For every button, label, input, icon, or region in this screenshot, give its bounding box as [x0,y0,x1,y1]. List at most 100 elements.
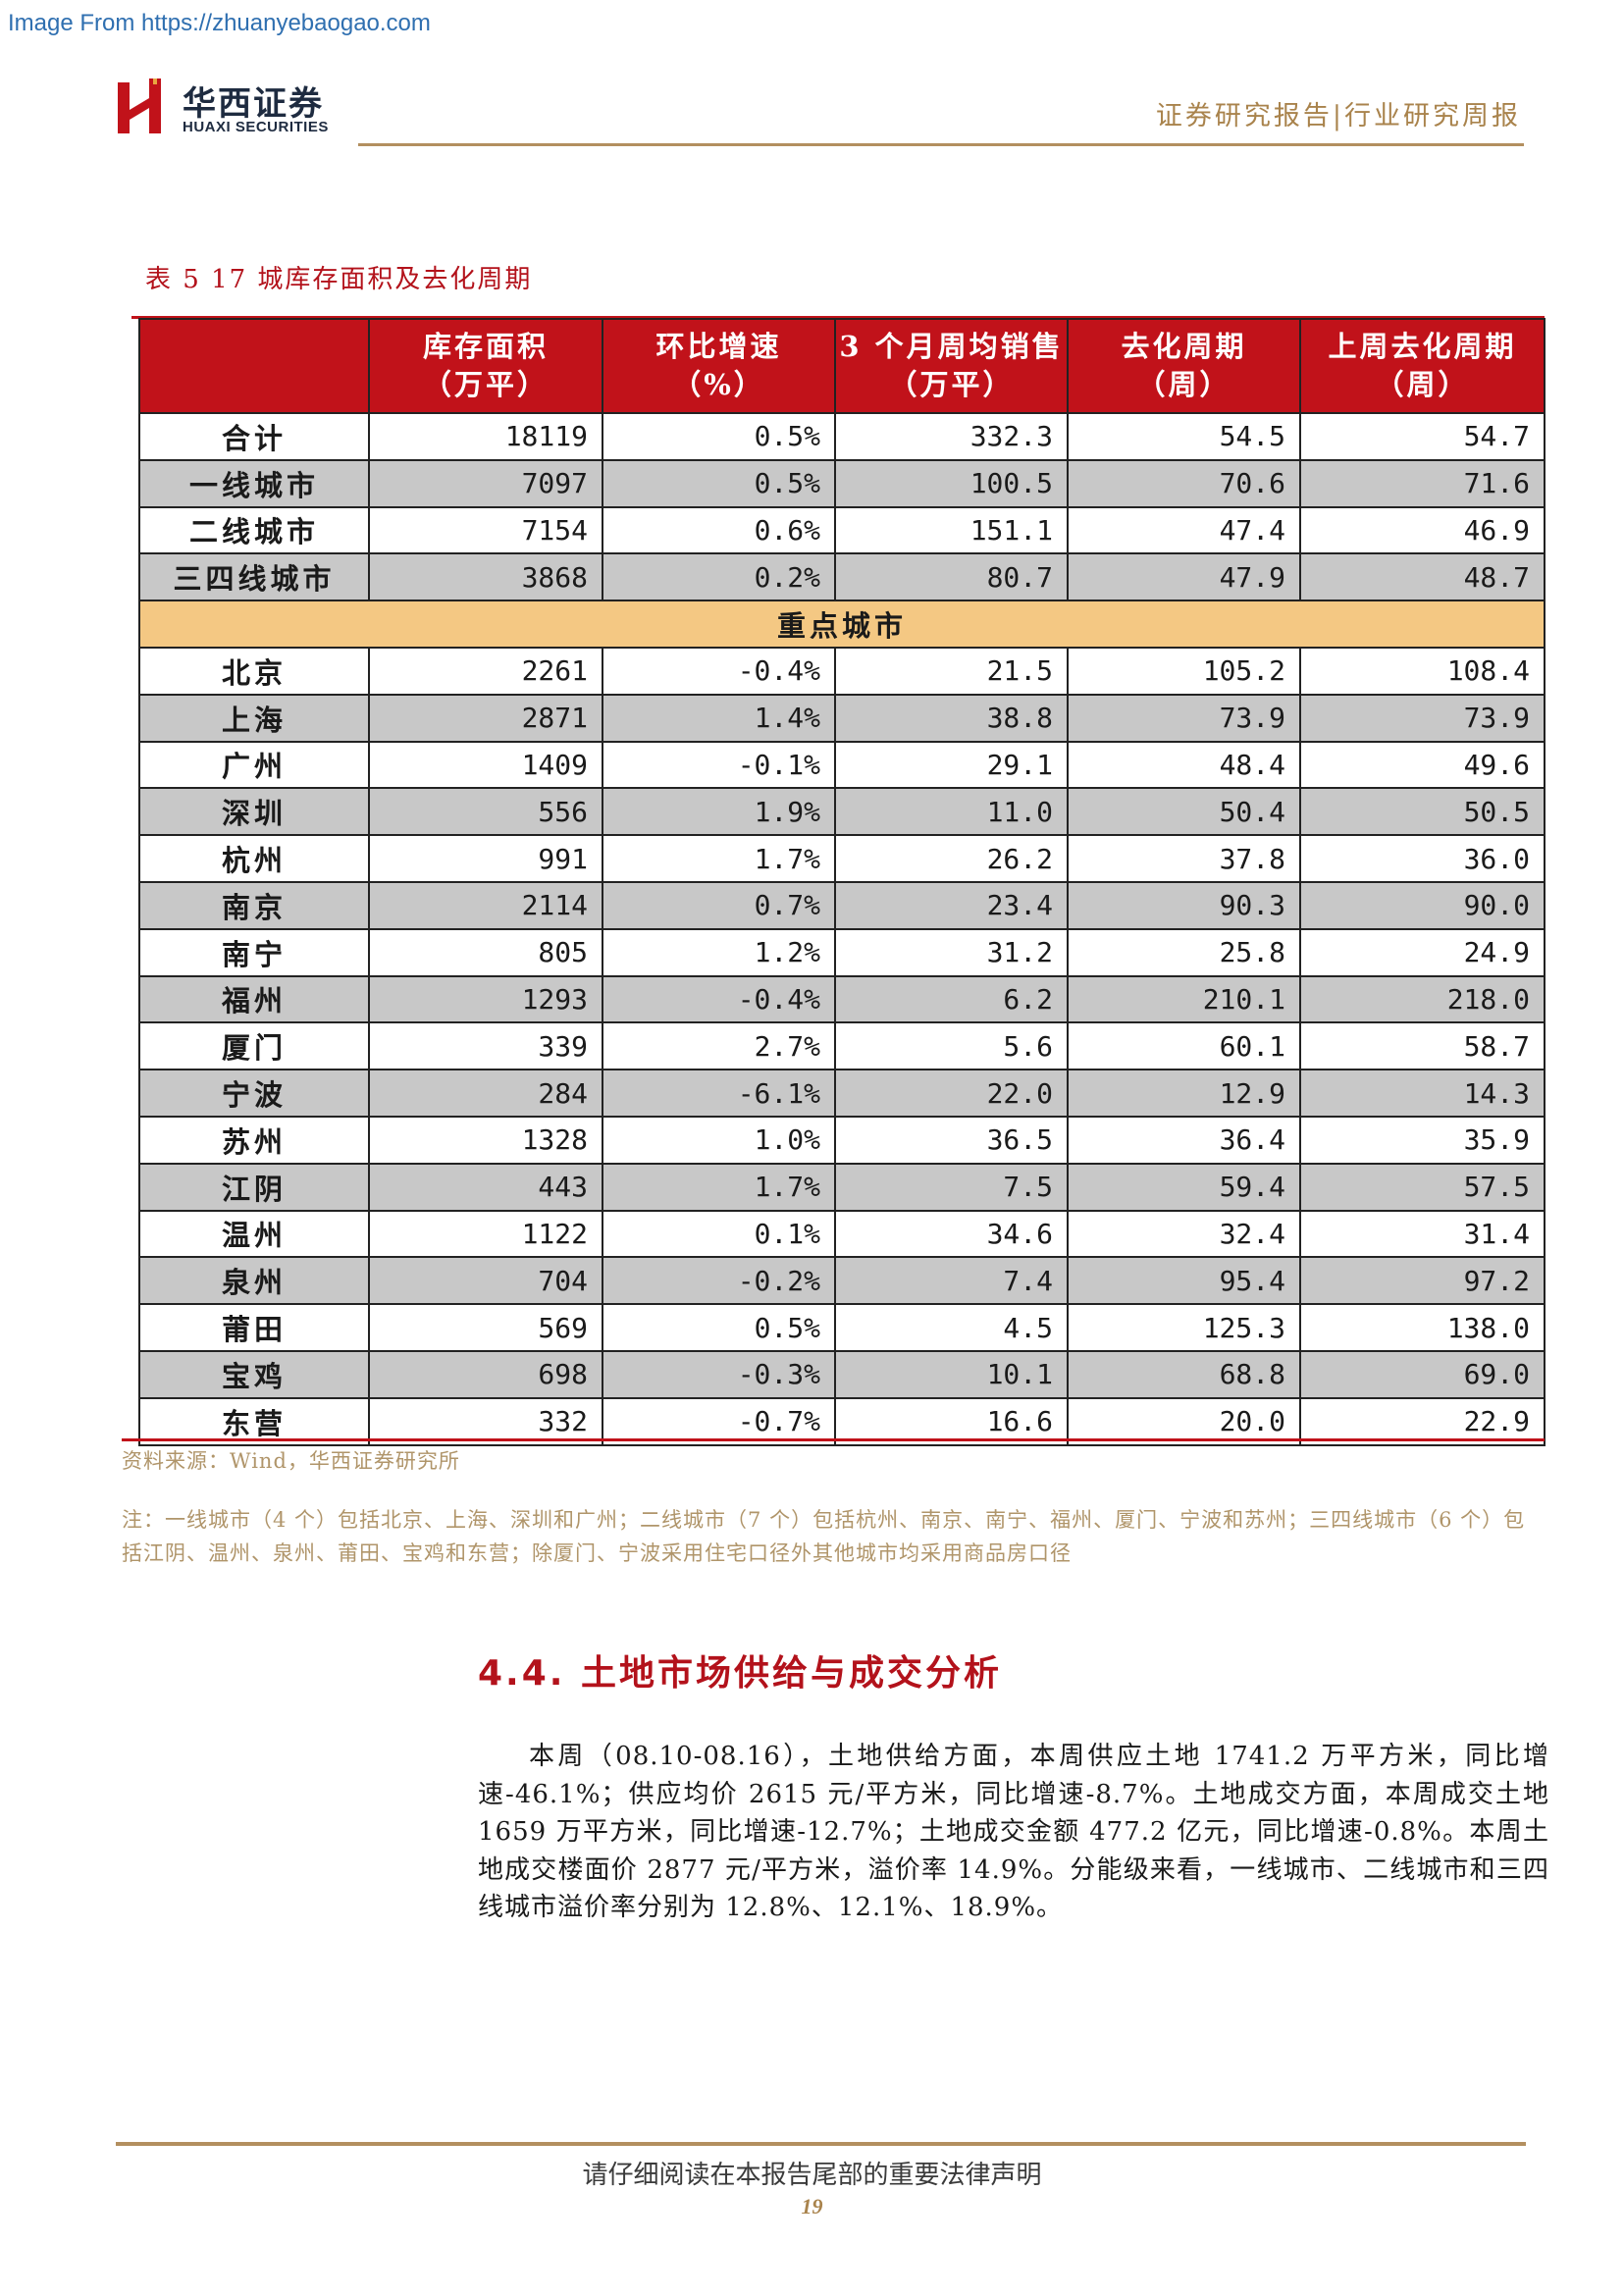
cell-growth: 0.2% [602,552,836,602]
table-row: 合计 18119 0.5% 332.3 54.5 54.7 [138,412,1545,461]
row-label: 南宁 [138,927,370,977]
cell-inventory: 805 [368,927,603,977]
table-row: 杭州 991 1.7% 26.2 37.8 36.0 [138,834,1545,883]
column-header-title: 环比增速 [655,329,782,363]
watermark-link[interactable]: Image From https://zhuanyebaogao.com [8,10,431,36]
header-divider [358,143,1524,146]
table-row: 江阴 443 1.7% 7.5 59.4 57.5 [138,1162,1545,1212]
cell-inventory: 1122 [368,1209,603,1259]
table-row: 南京 2114 0.7% 23.4 90.3 90.0 [138,880,1545,930]
column-header-unit: （%） [672,368,765,401]
cell-growth: 2.7% [602,1021,836,1071]
cell-avg-sales: 7.5 [834,1162,1069,1212]
cell-last-cycle: 90.0 [1299,880,1545,930]
table-row: 泉州 704 -0.2% 7.4 95.4 97.2 [138,1256,1545,1306]
cell-last-cycle: 48.7 [1299,552,1545,602]
cell-inventory: 7097 [368,458,603,508]
cell-last-cycle: 138.0 [1299,1303,1545,1352]
table-row: 深圳 556 1.9% 11.0 50.4 50.5 [138,787,1545,837]
row-label: 南京 [138,880,370,930]
cell-inventory: 991 [368,834,603,883]
cell-inventory: 2871 [368,693,603,743]
cell-last-cycle: 35.9 [1299,1115,1545,1165]
table-row: 三四线城市 3868 0.2% 80.7 47.9 48.7 [138,552,1545,602]
cell-avg-sales: 100.5 [834,458,1069,508]
cell-avg-sales: 34.6 [834,1209,1069,1259]
cell-avg-sales: 80.7 [834,552,1069,602]
footer-disclaimer: 请仔细阅读在本报告尾部的重要法律声明 [582,2161,1042,2190]
footer-divider [116,2142,1526,2146]
column-header [138,318,370,414]
row-label: 温州 [138,1209,370,1259]
cell-cycle: 125.3 [1067,1303,1301,1352]
cell-growth: 1.2% [602,927,836,977]
cell-inventory: 1328 [368,1115,603,1165]
cell-avg-sales: 16.6 [834,1396,1069,1446]
table-caption: 表 5 17 城库存面积及去化周期 [145,265,533,294]
cell-inventory: 3868 [368,552,603,602]
row-label: 杭州 [138,834,370,883]
cell-last-cycle: 24.9 [1299,927,1545,977]
cell-inventory: 569 [368,1303,603,1352]
cell-cycle: 48.4 [1067,740,1301,790]
cell-growth: -0.4% [602,646,836,696]
cell-last-cycle: 218.0 [1299,974,1545,1024]
cell-inventory: 18119 [368,412,603,461]
row-label: 苏州 [138,1115,370,1165]
cell-cycle: 90.3 [1067,880,1301,930]
cell-avg-sales: 31.2 [834,927,1069,977]
row-label: 福州 [138,974,370,1024]
report-type-title: 证券研究报告|行业研究周报 [1155,101,1521,131]
table-row: 东营 332 -0.7% 16.6 20.0 22.9 [138,1396,1545,1446]
cell-growth: 1.0% [602,1115,836,1165]
cell-avg-sales: 26.2 [834,834,1069,883]
cell-inventory: 339 [368,1021,603,1071]
cell-cycle: 68.8 [1067,1349,1301,1399]
table-row: 广州 1409 -0.1% 29.1 48.4 49.6 [138,740,1545,790]
row-label: 三四线城市 [138,552,370,602]
cell-growth: -0.4% [602,974,836,1024]
cell-growth: -0.1% [602,740,836,790]
row-label: 莆田 [138,1303,370,1352]
cell-avg-sales: 22.0 [834,1069,1069,1118]
table-row: 北京 2261 -0.4% 21.5 105.2 108.4 [138,646,1545,696]
cell-cycle: 50.4 [1067,787,1301,837]
cell-last-cycle: 97.2 [1299,1256,1545,1306]
cell-inventory: 2114 [368,880,603,930]
column-header-title: 去化周期 [1121,329,1247,363]
cell-last-cycle: 54.7 [1299,412,1545,461]
table-row: 苏州 1328 1.0% 36.5 36.4 35.9 [138,1115,1545,1165]
row-label: 江阴 [138,1162,370,1212]
column-header-title: 上周去化周期 [1328,329,1517,363]
row-label: 广州 [138,740,370,790]
cell-avg-sales: 7.4 [834,1256,1069,1306]
cell-last-cycle: 49.6 [1299,740,1545,790]
cell-growth: 0.6% [602,505,836,555]
cell-last-cycle: 36.0 [1299,834,1545,883]
table-row: 宝鸡 698 -0.3% 10.1 68.8 69.0 [138,1349,1545,1399]
cell-avg-sales: 29.1 [834,740,1069,790]
column-header-unit: （万平） [422,368,549,401]
column-header-title: 3 个月周均销售 [839,329,1064,363]
cell-avg-sales: 6.2 [834,974,1069,1024]
cell-cycle: 36.4 [1067,1115,1301,1165]
cell-avg-sales: 11.0 [834,787,1069,837]
table-top-rule [131,316,1545,319]
cell-inventory: 443 [368,1162,603,1212]
cell-last-cycle: 22.9 [1299,1396,1545,1446]
row-label: 泉州 [138,1256,370,1306]
cell-cycle: 59.4 [1067,1162,1301,1212]
cell-cycle: 54.5 [1067,412,1301,461]
row-label: 宝鸡 [138,1349,370,1399]
cell-cycle: 47.4 [1067,505,1301,555]
cell-inventory: 704 [368,1256,603,1306]
cell-cycle: 20.0 [1067,1396,1301,1446]
row-label: 东营 [138,1396,370,1446]
inventory-table: 库存面积 （万平） 环比增速 （%） 3 个月周均销售 （万平） 去化周期 （周） 上周去化周期… [138,318,1545,1446]
cell-cycle: 73.9 [1067,693,1301,743]
cell-growth: 0.5% [602,1303,836,1352]
cell-last-cycle: 14.3 [1299,1069,1545,1118]
column-header: 上周去化周期 （周） [1299,318,1545,414]
cell-last-cycle: 58.7 [1299,1021,1545,1071]
cell-avg-sales: 5.6 [834,1021,1069,1071]
